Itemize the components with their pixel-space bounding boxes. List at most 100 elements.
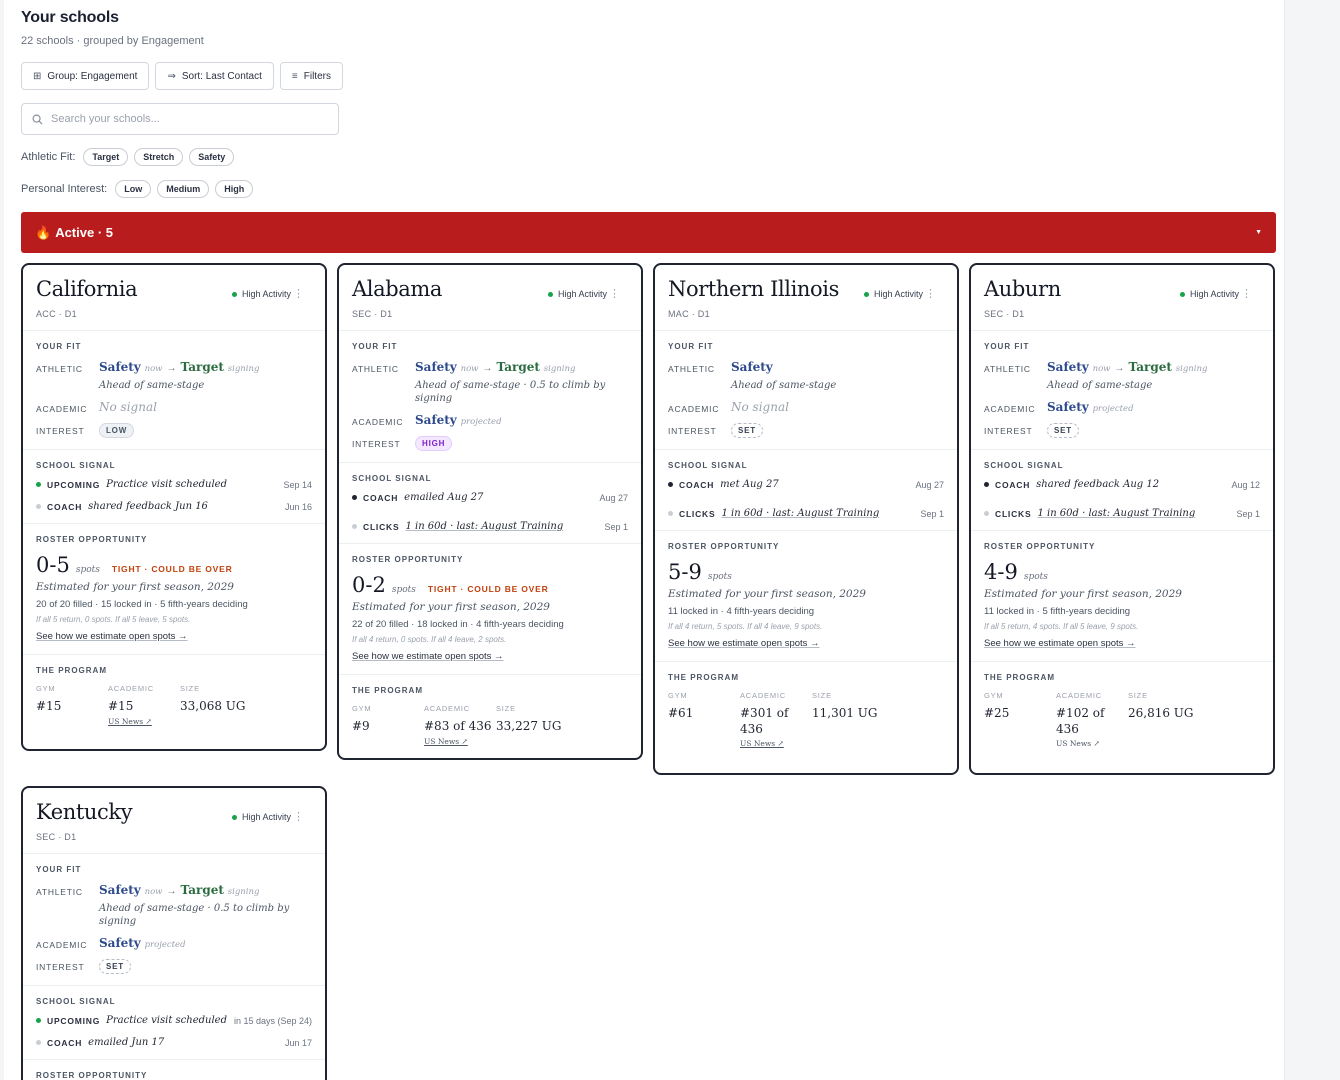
us-news-link[interactable]: US News ↗	[1056, 739, 1100, 749]
academic-value: No signal	[731, 400, 789, 414]
fit-to: Target	[496, 360, 540, 374]
school-card-alabama[interactable]: Alabama SEC · D1 High Activity ⋮ YOUR FI…	[337, 263, 643, 760]
athletic-fit-row: ATHLETIC Safety Ahead of same-stage	[668, 360, 944, 392]
sort-button[interactable]: ⇒ Sort: Last Contact	[155, 62, 274, 90]
signal-dot	[352, 524, 357, 529]
status-dot	[863, 291, 869, 297]
chip-safety[interactable]: Safety	[189, 148, 235, 166]
program-col-label: SIZE	[812, 691, 832, 700]
chip-stretch[interactable]: Stretch	[134, 148, 184, 166]
arrow-right-icon: →	[166, 363, 177, 374]
us-news-link[interactable]: US News ↗	[424, 736, 468, 746]
chip-target[interactable]: Target	[83, 148, 129, 166]
school-name: Northern Illinois	[668, 277, 839, 301]
signal-text: shared feedback Jun 16	[88, 501, 208, 512]
signal-row: UPCOMING Practice visit scheduled Sep 14	[36, 479, 312, 490]
group-title: Active · 5	[55, 225, 113, 240]
chip-medium[interactable]: Medium	[157, 180, 210, 198]
gym-rank: #9	[352, 719, 370, 733]
academic-value: Safety	[415, 413, 457, 427]
row-label: ACADEMIC	[36, 940, 88, 950]
signal-dot	[984, 482, 989, 487]
spots-unit: spots	[75, 565, 100, 575]
group-header-active[interactable]: 🔥 Active · 5 ▼	[21, 212, 1276, 253]
see-how-link[interactable]: See how we estimate open spots →	[668, 638, 820, 649]
chip-low[interactable]: Low	[115, 180, 152, 198]
fit-from: Safety	[99, 360, 141, 374]
row-label: ACADEMIC	[984, 404, 1036, 414]
school-card-auburn[interactable]: Auburn SEC · D1 High Activity ⋮ YOUR FIT…	[969, 263, 1275, 775]
chip-high[interactable]: High	[215, 180, 254, 198]
signal-type: UPCOMING	[47, 1015, 101, 1026]
school-card-kentucky[interactable]: Kentucky SEC · D1 High Activity ⋮ YOUR F…	[21, 786, 327, 1080]
section-title: YOUR FIT	[36, 342, 82, 351]
interest-row: INTEREST SET	[984, 422, 1260, 438]
tight-badge: TIGHT · COULD BE OVER	[111, 564, 233, 574]
interest-pill[interactable]: LOW	[99, 423, 135, 438]
search-box	[21, 103, 339, 135]
academic-qualifier: projected	[144, 940, 186, 950]
your-fit-section: YOUR FIT ATHLETIC Safety now → Target sign…	[23, 331, 325, 450]
school-signal-section: SCHOOL SIGNAL UPCOMING Practice visit sch…	[23, 450, 325, 524]
activity-label: High Activity	[873, 289, 923, 299]
gym-rank: #61	[668, 706, 694, 720]
see-how-link[interactable]: See how we estimate open spots →	[984, 638, 1136, 649]
signal-date: Aug 27	[915, 479, 944, 490]
signal-text: 1 in 60d · last: August Training	[405, 521, 564, 532]
academic-value: No signal	[99, 400, 157, 414]
school-card-california[interactable]: California ACC · D1 High Activity ⋮ YOUR…	[21, 263, 327, 751]
roster-scenario: If all 4 return, 0 spots. If all 4 leave…	[352, 635, 507, 644]
interest-pill[interactable]: HIGH	[415, 436, 453, 451]
row-label: ATHLETIC	[36, 364, 83, 374]
status-dot	[1179, 291, 1185, 297]
signal-dot	[36, 504, 41, 509]
activity-badge: High Activity	[231, 289, 291, 299]
page-header: Your schools 22 schools · grouped by Eng…	[21, 9, 204, 47]
roster-estimate: Estimated for your first season, 2029	[352, 601, 550, 613]
roster-estimate: Estimated for your first season, 2029	[36, 581, 234, 593]
see-how-link[interactable]: See how we estimate open spots →	[36, 631, 188, 642]
section-title: SCHOOL SIGNAL	[36, 997, 116, 1006]
section-title: SCHOOL SIGNAL	[984, 461, 1064, 470]
interest-pill[interactable]: SET	[1047, 423, 1079, 438]
fit-from-qualifier: now	[144, 887, 163, 897]
filter-icon: ≡	[291, 70, 298, 82]
academic-value: Safety	[99, 936, 141, 950]
signal-type: COACH	[995, 479, 1031, 490]
spots-range: 0-2	[352, 573, 386, 597]
signal-date: in 15 days (Sep 24)	[233, 1015, 312, 1026]
signal-date: Sep 1	[920, 508, 944, 519]
section-title: ROSTER OPPORTUNITY	[36, 535, 148, 544]
more-options-icon[interactable]: ⋮	[293, 288, 304, 300]
row-label: ATHLETIC	[36, 887, 83, 897]
more-options-icon[interactable]: ⋮	[609, 288, 620, 300]
row-label: INTEREST	[668, 426, 717, 436]
us-news-link[interactable]: US News ↗	[740, 739, 784, 749]
signal-type: CLICKS	[679, 508, 716, 519]
fit-from-qualifier: now	[1092, 364, 1111, 374]
fit-to: Target	[180, 360, 224, 374]
row-label: INTEREST	[36, 426, 85, 436]
see-how-link[interactable]: See how we estimate open spots →	[352, 651, 504, 662]
fit-note: Ahead of same-stage · 0.5 to climb by si…	[415, 380, 606, 404]
school-conference: SEC · D1	[352, 309, 393, 319]
us-news-link[interactable]: US News ↗	[108, 716, 152, 726]
section-title: SCHOOL SIGNAL	[668, 461, 748, 470]
spots-unit: spots	[707, 572, 732, 582]
section-title: SCHOOL SIGNAL	[36, 461, 116, 470]
more-options-icon[interactable]: ⋮	[1241, 288, 1252, 300]
search-input[interactable]	[51, 113, 321, 125]
school-size: 33,068 UG	[180, 699, 246, 713]
signal-row: COACH shared feedback Jun 16 Jun 16	[36, 501, 312, 512]
more-options-icon[interactable]: ⋮	[293, 811, 304, 823]
interest-pill[interactable]: SET	[99, 959, 131, 974]
filters-button[interactable]: ≡ Filters	[279, 62, 343, 90]
athletic-fit-row: ATHLETIC Safety now → Target signing Ahead…	[36, 883, 312, 928]
fit-from: Safety	[415, 360, 457, 374]
interest-pill[interactable]: SET	[731, 423, 763, 438]
school-card-northern-illinois[interactable]: Northern Illinois MAC · D1 High Activity…	[653, 263, 959, 775]
more-options-icon[interactable]: ⋮	[925, 288, 936, 300]
signal-dot	[668, 482, 673, 487]
spots-unit: spots	[391, 585, 416, 595]
group-button[interactable]: ⊞ Group: Engagement	[21, 62, 150, 90]
